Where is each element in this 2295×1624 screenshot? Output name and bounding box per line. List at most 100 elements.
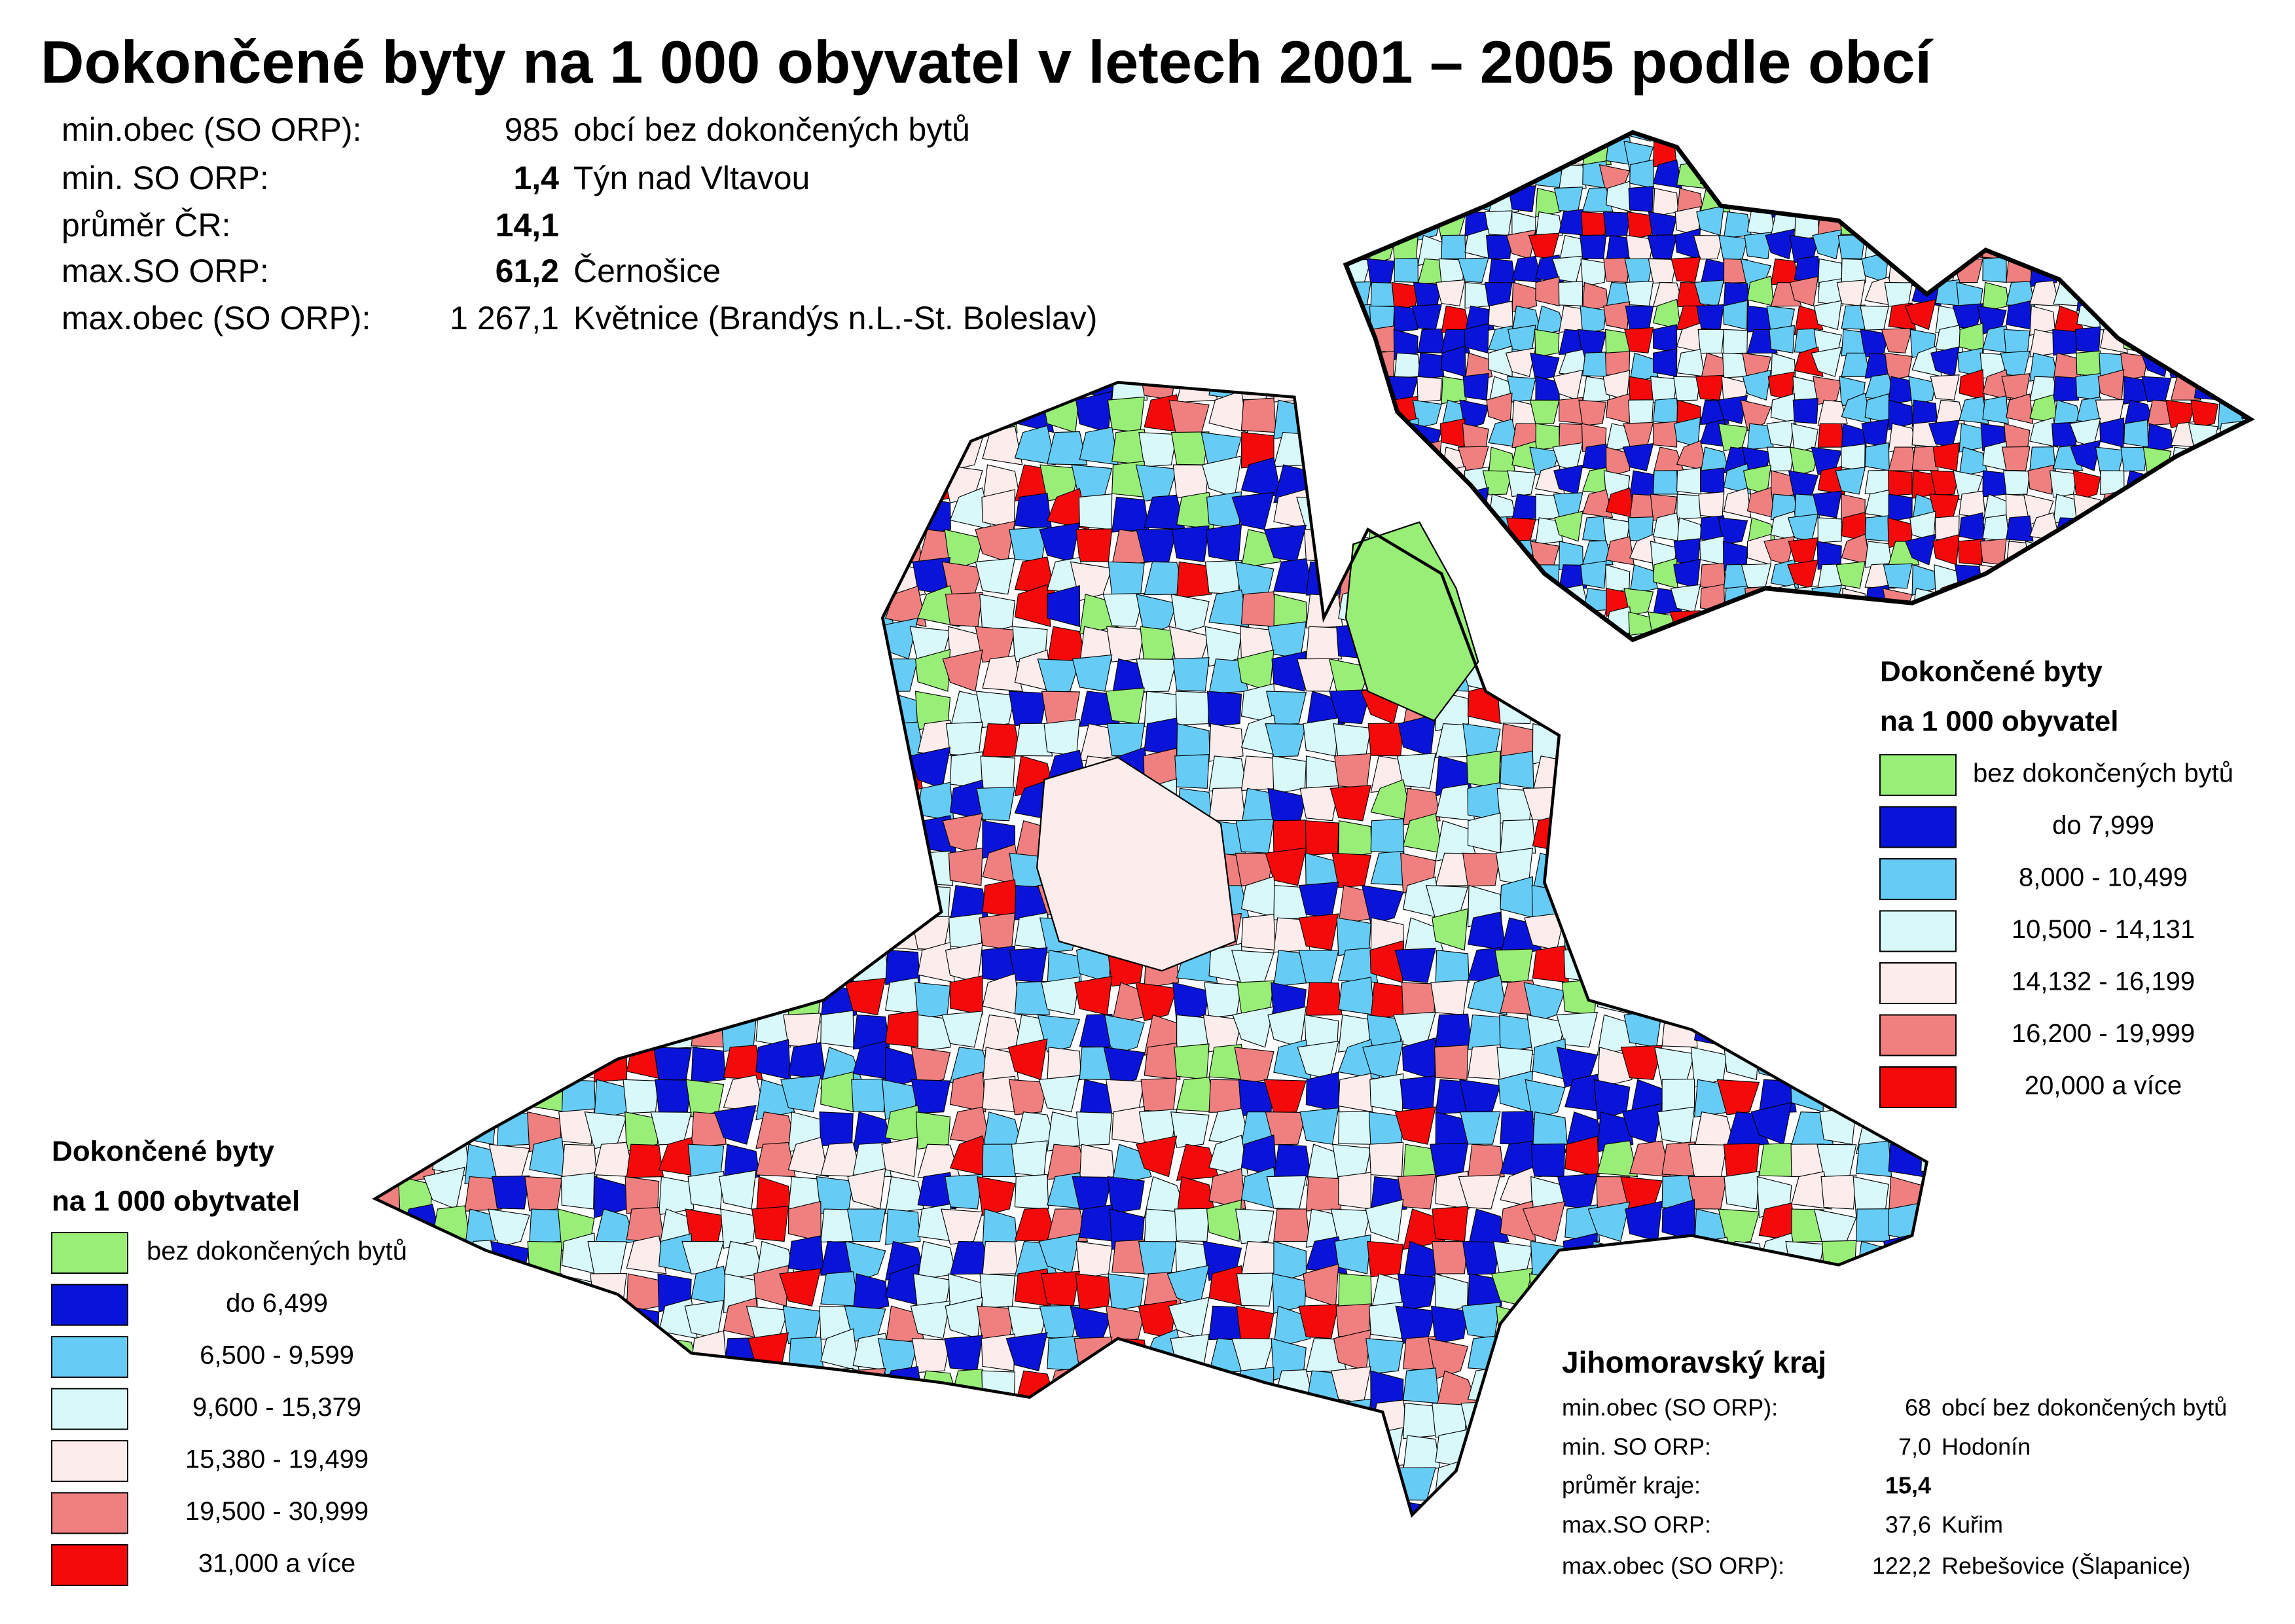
municipality — [1427, 1338, 1469, 1380]
municipality — [1622, 443, 1654, 471]
municipality — [1595, 949, 1631, 992]
municipality — [1136, 594, 1178, 637]
municipality — [1758, 691, 1802, 731]
municipality — [2070, 440, 2101, 471]
municipality — [2170, 211, 2201, 241]
municipality — [585, 885, 627, 920]
municipality — [1265, 847, 1307, 886]
municipality — [746, 394, 789, 433]
municipality — [1043, 719, 1080, 757]
municipality — [626, 820, 668, 862]
municipality — [723, 654, 766, 692]
municipality — [2217, 211, 2245, 237]
municipality — [1400, 1075, 1436, 1113]
municipality — [1432, 1240, 1469, 1274]
municipality — [561, 949, 596, 988]
municipality — [374, 1328, 403, 1371]
municipality — [2169, 558, 2196, 589]
municipality — [1432, 1206, 1469, 1242]
municipality — [689, 683, 725, 725]
municipality — [848, 1492, 886, 1515]
municipality — [1394, 209, 1422, 236]
municipality — [1523, 1338, 1566, 1377]
municipality — [755, 1500, 798, 1515]
municipality — [528, 1338, 562, 1377]
municipality — [1823, 723, 1863, 758]
municipality — [2170, 132, 2196, 145]
municipality — [1918, 1331, 1927, 1371]
municipality — [2120, 258, 2148, 290]
municipality — [1723, 211, 1752, 239]
municipality — [1144, 1401, 1182, 1436]
municipality — [624, 850, 660, 886]
municipality — [1928, 251, 1960, 283]
municipality — [820, 590, 859, 627]
municipality — [1500, 626, 1536, 660]
municipality — [2235, 135, 2250, 166]
municipality — [2167, 302, 2196, 330]
legend-swatch — [1879, 858, 1957, 900]
municipality — [399, 496, 433, 532]
municipality — [561, 689, 601, 725]
municipality — [1930, 374, 1960, 401]
municipality — [1812, 229, 1842, 260]
municipality — [561, 755, 598, 795]
municipality — [2217, 585, 2245, 613]
municipality — [910, 397, 951, 433]
municipality — [723, 560, 757, 595]
municipality — [945, 592, 983, 627]
municipality — [1014, 1174, 1049, 1210]
municipality — [1208, 1495, 1242, 1515]
stat-note: obcí bez dokončených bytů — [1942, 1394, 2227, 1421]
municipality — [2194, 253, 2219, 283]
municipality — [594, 782, 628, 821]
municipality — [390, 816, 433, 854]
municipality — [1467, 561, 1510, 599]
municipality — [1823, 813, 1862, 854]
municipality — [594, 1005, 628, 1048]
municipality — [1205, 524, 1242, 563]
municipality — [949, 1106, 991, 1145]
municipality — [1841, 132, 1867, 146]
municipality — [650, 626, 692, 667]
municipality — [1930, 470, 1960, 496]
municipality — [659, 658, 693, 700]
municipality — [914, 649, 951, 692]
municipality — [374, 946, 401, 983]
municipality — [1818, 785, 1857, 821]
municipality — [812, 561, 854, 596]
municipality — [1346, 446, 1350, 478]
municipality — [374, 691, 401, 733]
municipality — [2123, 517, 2149, 542]
municipality — [522, 529, 563, 566]
municipality — [1676, 467, 1702, 495]
municipality — [1107, 396, 1145, 433]
municipality — [593, 852, 627, 892]
municipality — [1346, 328, 1371, 353]
municipality — [1888, 1269, 1925, 1307]
municipality — [1346, 352, 1348, 384]
municipality — [1823, 1009, 1862, 1048]
municipality — [1813, 490, 1842, 518]
municipality — [1769, 325, 1795, 353]
municipality — [1208, 390, 1248, 433]
municipality — [1346, 470, 1375, 498]
municipality — [1621, 1305, 1663, 1343]
municipality — [1144, 1361, 1179, 1404]
municipality — [2146, 494, 2176, 520]
municipality — [723, 1458, 757, 1501]
municipality — [1888, 1305, 1926, 1340]
municipality — [721, 382, 757, 401]
municipality — [1791, 979, 1827, 1016]
legend-title: Dokončené byty — [1880, 656, 2103, 688]
municipality — [1208, 1265, 1246, 1307]
municipality — [1653, 421, 1678, 448]
municipality — [2194, 185, 2223, 213]
municipality — [852, 658, 888, 692]
municipality — [429, 1428, 465, 1469]
municipality — [691, 399, 732, 442]
municipality — [1695, 374, 1725, 401]
municipality — [2006, 564, 2036, 590]
municipality — [399, 1500, 436, 1515]
municipality — [1265, 1398, 1307, 1436]
